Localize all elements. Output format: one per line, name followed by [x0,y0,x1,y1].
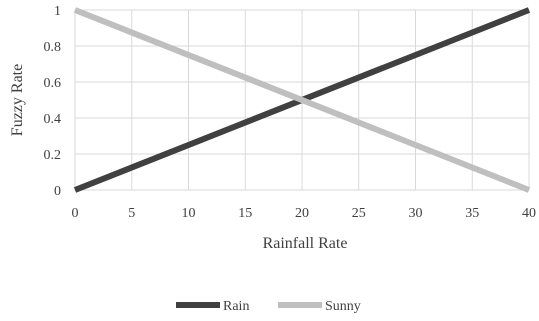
x-axis-title: Rainfall Rate [263,235,348,252]
x-tick-label: 20 [295,206,309,221]
x-tick-label: 0 [72,206,79,221]
x-tick-label: 40 [522,206,536,221]
series-lines [73,7,531,193]
legend-label-sunny: Sunny [325,299,361,314]
y-tick-label: 0.4 [44,112,62,127]
y-tick-label: 1 [54,4,61,19]
grid-lines [74,9,530,191]
y-tick-label: 0.8 [44,40,62,55]
y-axis-tick-labels: 0 0.2 0.4 0.6 0.8 1 [44,4,62,199]
y-tick-label: 0 [54,184,61,199]
x-tick-label: 25 [352,206,366,221]
y-axis-title: Fuzzy Rate [9,64,26,136]
legend-label-rain: Rain [223,299,249,314]
legend: Rain Sunny [176,299,361,314]
x-tick-label: 15 [238,206,252,221]
y-tick-label: 0.2 [44,148,62,163]
x-tick-label: 5 [128,206,135,221]
x-tick-label: 35 [465,206,479,221]
series-line-sunny [73,7,531,193]
x-tick-label: 30 [409,206,423,221]
x-tick-label: 10 [182,206,196,221]
y-tick-label: 0.6 [44,76,62,91]
x-axis-tick-labels: 0 5 10 15 20 25 30 35 40 [72,206,537,221]
